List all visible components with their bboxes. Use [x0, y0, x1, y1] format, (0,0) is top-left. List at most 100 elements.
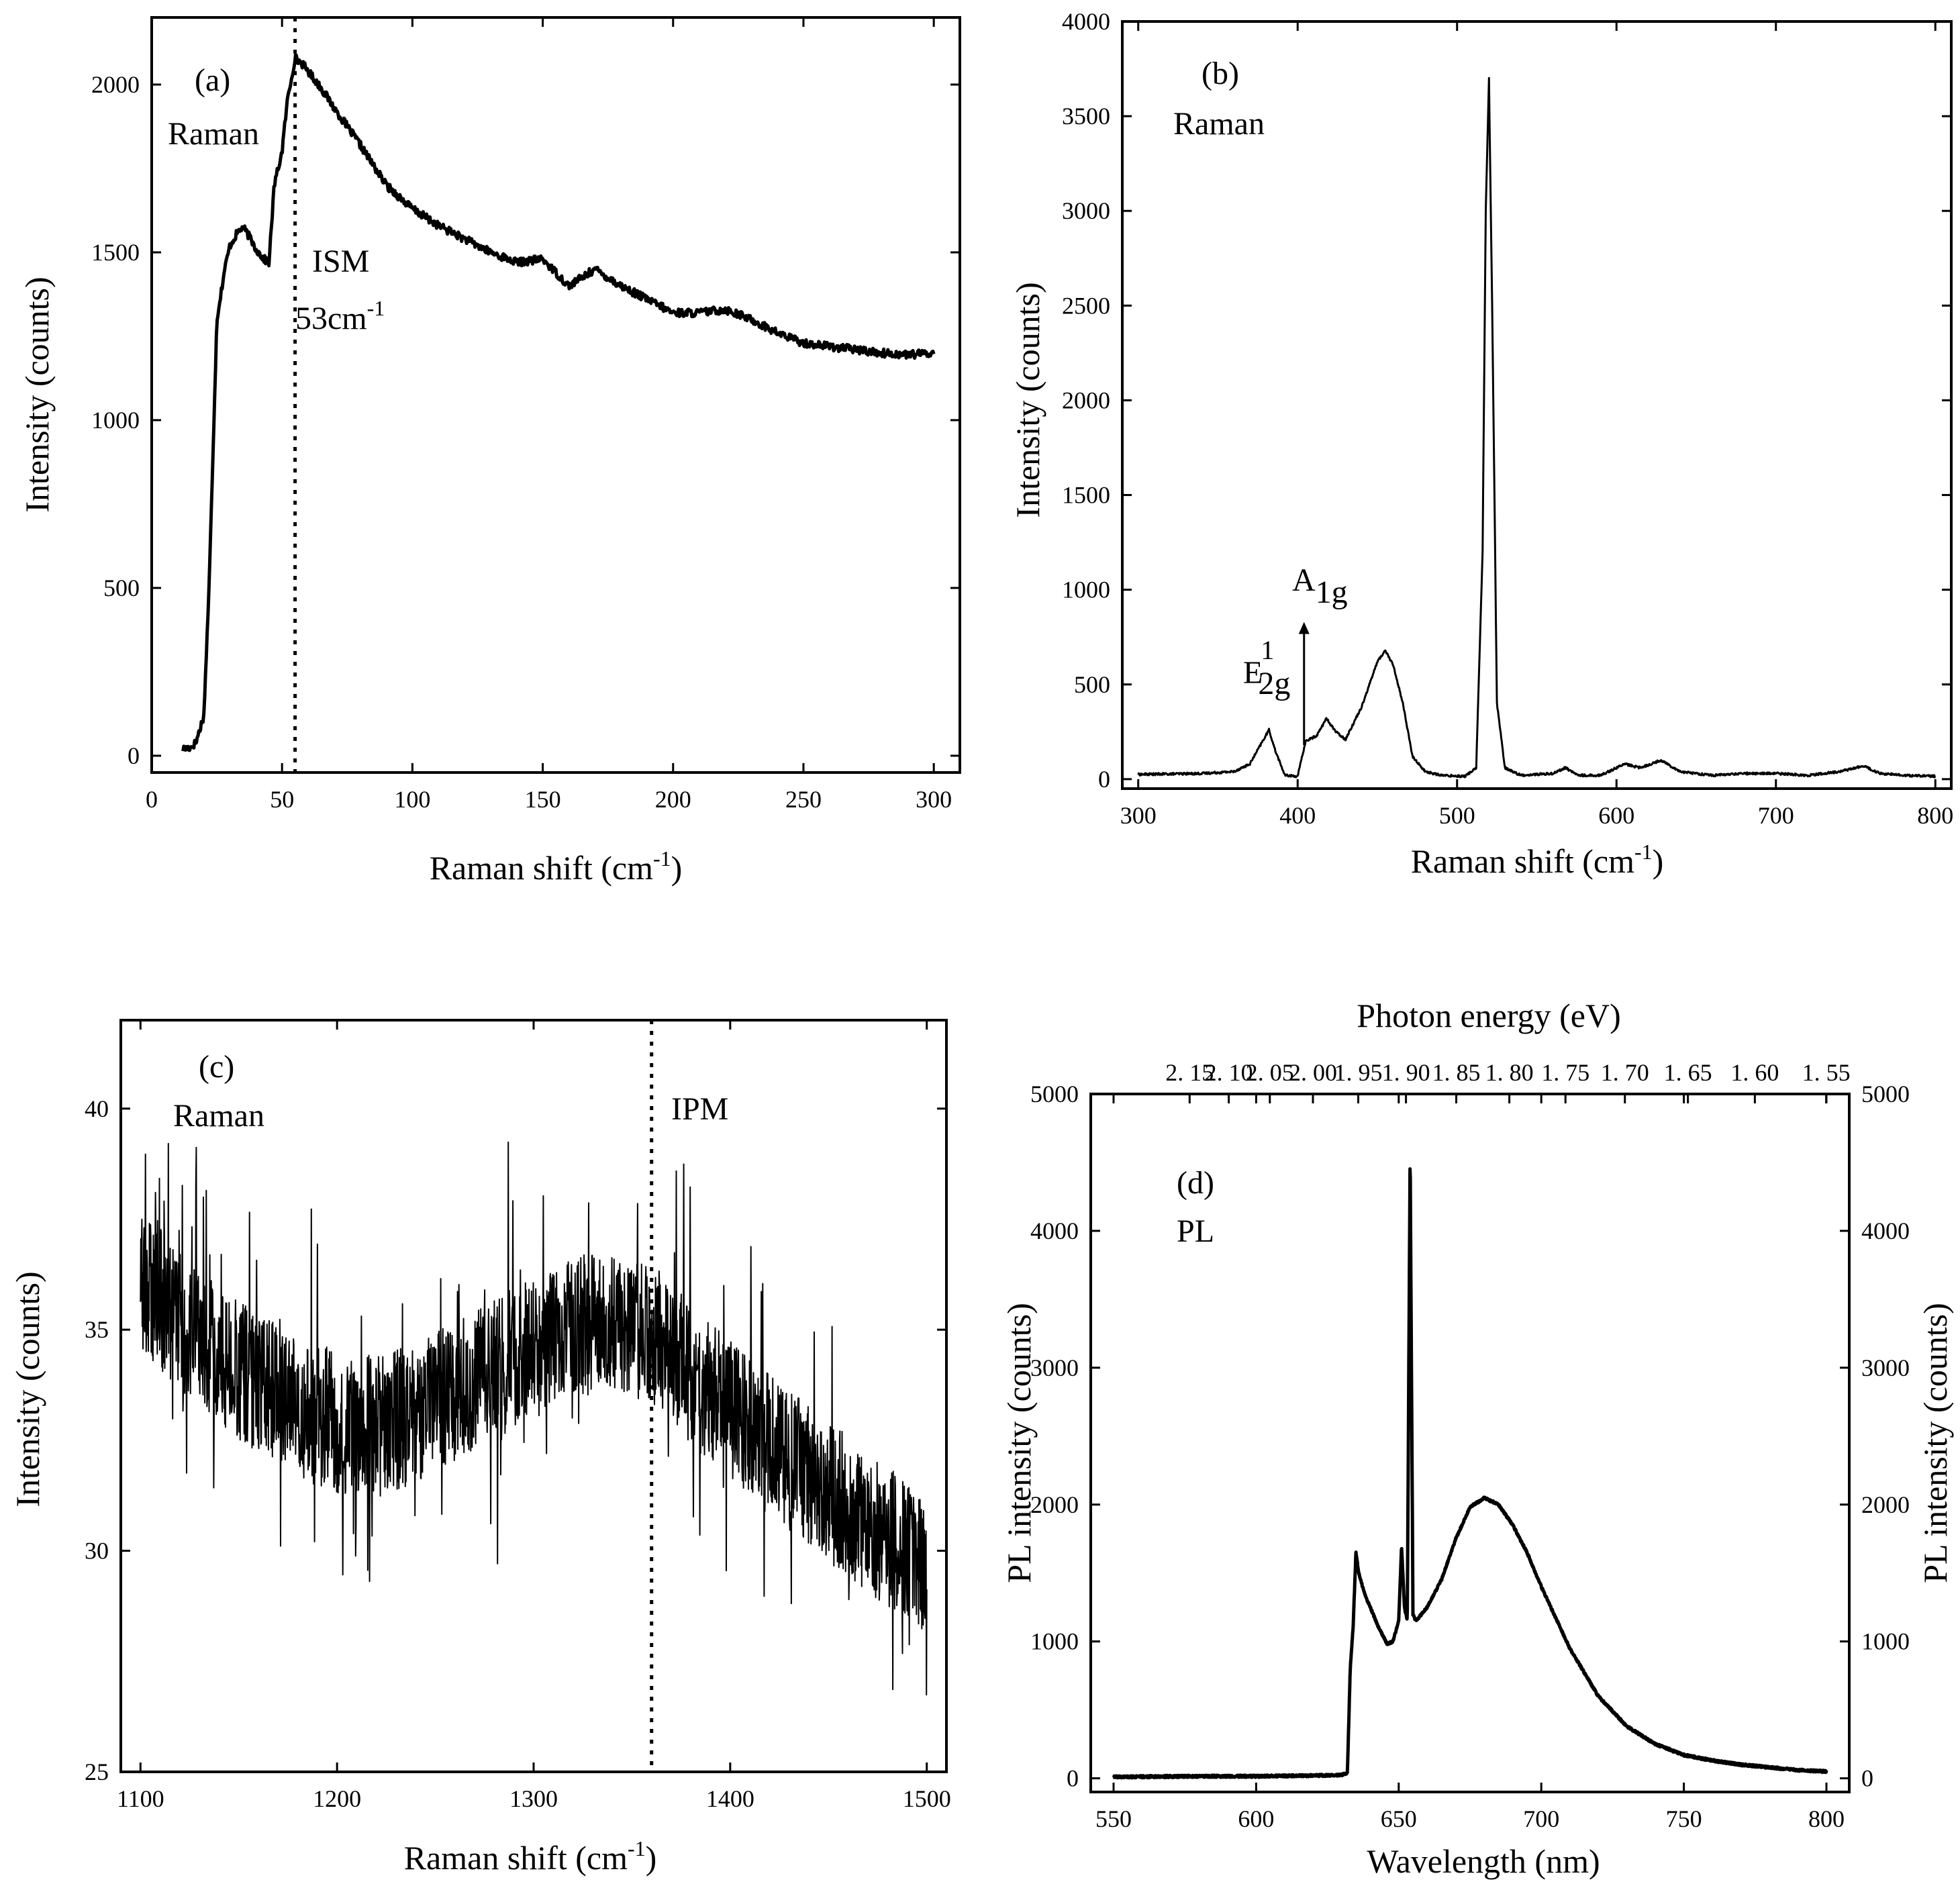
panel-c: 1100 1200 1300 1400 1500 25 30 35 40 (c) Raman I… — [9, 1019, 951, 1877]
x-tick-label: 1300 — [509, 1785, 558, 1812]
y-tick-label-right: 3000 — [1861, 1354, 1910, 1381]
top-tick-label: 1. 65 — [1664, 1059, 1712, 1086]
y-tick-label: 1500 — [91, 239, 140, 266]
x-tick-label: 600 — [1238, 1805, 1274, 1832]
x-tick-label: 750 — [1666, 1805, 1702, 1832]
y-tick-label: 2500 — [1062, 292, 1110, 319]
panel-d-label: (d) — [1177, 1165, 1214, 1201]
panel-b-x-axis-title: Raman shift (cm-1) — [1411, 840, 1664, 880]
y-tick-label: 500 — [1074, 671, 1110, 698]
x-tick-label: 1500 — [903, 1785, 951, 1812]
panel-d-ticks: 550 600 650 700 750 800 0 0 1000 1000 2000 2000 3000… — [1030, 1059, 1910, 1832]
y-tick-label-right: 0 — [1861, 1765, 1873, 1792]
panel-b-raman-annotation: Raman — [1173, 106, 1265, 142]
top-tick-label: 2. 15 — [1165, 1059, 1214, 1086]
top-tick-label: 1. 55 — [1802, 1059, 1851, 1086]
x-tick-label: 800 — [1808, 1805, 1845, 1832]
y-tick-label: 2000 — [1030, 1491, 1079, 1518]
y-tick-label-right: 5000 — [1861, 1081, 1910, 1107]
x-tick-label: 800 — [1917, 802, 1953, 829]
x-tick-label: 300 — [1120, 802, 1157, 829]
top-tick-label: 1. 60 — [1730, 1059, 1779, 1086]
panel-c-raman-annotation: Raman — [173, 1098, 264, 1134]
y-tick-label: 0 — [128, 742, 140, 769]
panel-c-x-axis-title: Raman shift (cm-1) — [404, 1836, 657, 1877]
panel-c-label: (c) — [199, 1049, 234, 1085]
panel-d-x-axis-title: Wavelength (nm) — [1367, 1842, 1600, 1880]
top-tick-label: 1. 80 — [1485, 1059, 1534, 1086]
y-tick-label: 35 — [85, 1316, 109, 1343]
y-tick-label: 5000 — [1030, 1081, 1079, 1107]
panel-a-ism-annotation: ISM — [312, 244, 369, 279]
panel-b-ticks: 300 400 500 600 700 800 0 500 1000 1500 2000 2500 30… — [1062, 8, 1953, 829]
panel-b-raman-series — [1137, 77, 1936, 779]
panel-a: 0 50 100 150 200 250 300 0 500 1000 1500 2000 (a) R… — [18, 16, 961, 887]
y-tick-label: 1000 — [91, 407, 140, 434]
y-tick-label-right: 1000 — [1861, 1628, 1910, 1655]
y-tick-label: 0 — [1098, 766, 1110, 793]
top-tick-label: 1. 95 — [1334, 1059, 1383, 1086]
x-tick-label: 600 — [1598, 802, 1634, 829]
top-tick-label: 1. 70 — [1601, 1059, 1649, 1086]
y-tick-label: 40 — [85, 1095, 109, 1122]
panel-c-y-axis-title: Intensity (counts) — [9, 1271, 46, 1507]
panel-b: 300 400 500 600 700 800 0 500 1000 1500 2000 2500 30… — [1009, 8, 1953, 880]
y-tick-label: 2000 — [1062, 387, 1110, 413]
y-tick-label: 25 — [85, 1758, 109, 1785]
x-tick-label: 1200 — [313, 1785, 361, 1812]
y-tick-label: 0 — [1067, 1765, 1079, 1792]
top-tick-label: 1. 85 — [1432, 1059, 1481, 1086]
panel-b-a1g-annotation: A1g — [1292, 562, 1348, 610]
panel-c-ticks: 1100 1200 1300 1400 1500 25 30 35 40 — [85, 1020, 951, 1812]
x-tick-label: 1100 — [117, 1785, 164, 1812]
top-tick-label: 1. 75 — [1541, 1059, 1589, 1086]
y-tick-label: 1000 — [1062, 577, 1110, 603]
y-tick-label: 4000 — [1030, 1217, 1079, 1244]
y-tick-label: 4000 — [1062, 8, 1110, 35]
panel-d-pl-series — [1112, 1167, 1828, 1780]
y-tick-label: 1000 — [1030, 1628, 1079, 1655]
x-tick-label: 700 — [1758, 802, 1794, 829]
x-tick-label: 300 — [916, 786, 952, 813]
panel-a-x-axis-title: Raman shift (cm-1) — [430, 846, 683, 887]
y-tick-label: 2000 — [91, 71, 140, 98]
panel-a-peak-annotation: 53cm-1 — [295, 296, 385, 336]
panel-d-frame — [1089, 1093, 1851, 1793]
x-tick-label: 50 — [270, 786, 294, 813]
x-tick-label: 150 — [525, 786, 561, 813]
top-tick-label: 1. 90 — [1382, 1059, 1430, 1086]
panel-a-frame — [150, 16, 961, 774]
x-tick-label: 0 — [146, 786, 158, 813]
panel-d-y-axis-title: PL intensity (counts) — [1000, 1303, 1038, 1583]
panel-d: 550 600 650 700 750 800 0 0 1000 1000 2000 2000 3000… — [1000, 997, 1954, 1880]
panel-c-ipm-annotation: IPM — [671, 1091, 728, 1127]
top-tick-label: 2. 10 — [1205, 1059, 1253, 1086]
y-tick-label-right: 2000 — [1861, 1491, 1910, 1518]
panel-a-raman-annotation: Raman — [168, 116, 259, 152]
panel-d-pl-annotation: PL — [1177, 1213, 1214, 1249]
panel-d-top-axis-title: Photon energy (eV) — [1357, 997, 1620, 1034]
y-tick-label-right: 4000 — [1861, 1217, 1910, 1244]
panel-b-a1g-arrow-head — [1298, 621, 1310, 634]
panel-b-e2g-annotation: E1 2g — [1243, 635, 1290, 701]
x-tick-label: 550 — [1095, 1805, 1132, 1832]
y-tick-label: 3500 — [1062, 103, 1110, 130]
panel-b-label: (b) — [1202, 56, 1239, 91]
y-tick-label: 500 — [103, 575, 140, 601]
panel-b-y-axis-title: Intensity (counts) — [1009, 282, 1046, 517]
top-tick-label: 2. 00 — [1289, 1059, 1337, 1086]
x-tick-label: 500 — [1439, 802, 1475, 829]
panel-b-frame — [1121, 20, 1953, 790]
x-tick-label: 200 — [655, 786, 691, 813]
panel-c-raman-series — [140, 1141, 928, 1696]
x-tick-label: 700 — [1523, 1805, 1559, 1832]
x-tick-label: 400 — [1279, 802, 1316, 829]
panel-a-ticks: 0 50 100 150 200 250 300 0 500 1000 1500 2000 — [91, 17, 960, 813]
y-tick-label: 30 — [85, 1538, 109, 1564]
x-tick-label: 650 — [1381, 1805, 1417, 1832]
panel-a-label: (a) — [195, 62, 230, 98]
x-tick-label: 100 — [394, 786, 430, 813]
top-tick-label: 2. 05 — [1246, 1059, 1294, 1086]
panel-a-raman-series — [181, 52, 936, 752]
